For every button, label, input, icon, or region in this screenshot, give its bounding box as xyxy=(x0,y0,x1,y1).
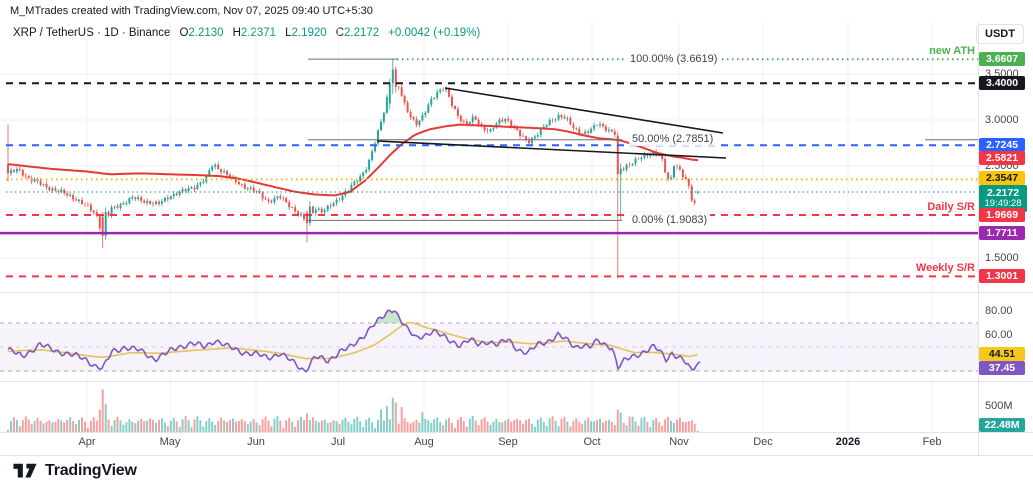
annotation-weekly-sr: Weekly S/R xyxy=(915,262,975,274)
annotation-new-ath: new ATH xyxy=(929,45,975,57)
rsi-ma-value-label: 44.51 xyxy=(979,347,1025,361)
rsi-overbought-fill xyxy=(376,310,400,323)
price-label-weekly-sr: 1.3001 xyxy=(979,269,1025,283)
time-axis-Sep[interactable]: Sep xyxy=(498,436,518,448)
rsi-value-label: 37.45 xyxy=(979,361,1025,375)
tradingview-logo-icon xyxy=(13,463,37,478)
price-label-new-ath: 3.6607 xyxy=(979,52,1025,66)
time-axis-Oct[interactable]: Oct xyxy=(583,436,601,448)
upper-trendline[interactable] xyxy=(444,87,724,134)
volume-bars-down xyxy=(7,389,696,432)
fib-label-50[interactable]: 50.00% (2.7851) xyxy=(629,133,717,146)
fib-label-0[interactable]: 0.00% (1.9083) xyxy=(629,214,711,227)
time-axis-2026[interactable]: 2026 xyxy=(835,436,861,448)
price-label-black-resistance: 3.4000 xyxy=(979,76,1025,90)
current-price-label: 2.2172 19:49:28 xyxy=(979,185,1027,213)
quote-currency-chip[interactable]: USDT xyxy=(976,24,1024,44)
tradingview-logo-text: TradingView xyxy=(45,462,137,479)
rsi-axis-tick-80.00: 80.00 xyxy=(985,305,1013,317)
ma-line[interactable] xyxy=(7,123,699,197)
ohlc-open: O2.2130 xyxy=(179,27,224,39)
current-price-value: 2.2172 xyxy=(986,187,1020,200)
ohlc-high: H2.2371 xyxy=(232,27,277,39)
time-axis-Jun[interactable]: Jun xyxy=(247,436,265,448)
time-axis-Nov[interactable]: Nov xyxy=(669,436,689,448)
rsi-axis-tick-60.00: 60.00 xyxy=(985,329,1013,341)
time-axis-Apr[interactable]: Apr xyxy=(78,436,96,448)
price-label-purple-support: 1.7711 xyxy=(979,226,1025,240)
rsi-band-background xyxy=(0,323,978,371)
candle-bodies-up xyxy=(10,69,699,236)
annotation-daily-sr: Daily S/R xyxy=(927,201,975,213)
ohlc-low: L2.1920 xyxy=(285,27,327,39)
price-label-yellow-level: 2.3547 xyxy=(979,171,1025,185)
price-axis-border xyxy=(978,22,979,455)
symbol-title[interactable]: XRP / TetherUS · 1D · Binance xyxy=(13,27,171,39)
price-label-blue-resistance: 2.7245 xyxy=(979,138,1025,152)
fib-label-100[interactable]: 100.00% (3.6619) xyxy=(627,53,721,66)
time-axis-Jul[interactable]: Jul xyxy=(330,436,346,448)
pane-separator-price-rsi[interactable] xyxy=(0,292,1033,293)
candle-wicks-down xyxy=(7,66,696,279)
volume-axis-tick: 500M xyxy=(985,400,1013,412)
candle-wicks-up xyxy=(10,59,699,240)
volume-bars-up xyxy=(10,397,699,432)
candle-bodies-down xyxy=(7,69,696,236)
attribution-text: M_MTrades created with TradingView.com, … xyxy=(10,5,373,17)
volume-value-label: 22.48M xyxy=(979,418,1025,432)
time-axis-Feb[interactable]: Feb xyxy=(922,436,942,448)
time-axis-Aug[interactable]: Aug xyxy=(414,436,434,448)
price-label-ma-value: 2.5821 xyxy=(979,151,1025,165)
pane-separator-rsi-volume[interactable] xyxy=(0,381,1033,382)
time-axis-Dec[interactable]: Dec xyxy=(753,436,773,448)
price-axis-tick-1.5000: 1.5000 xyxy=(985,252,1019,264)
change-value: +0.0042 (+0.19%) xyxy=(388,27,481,39)
price-label-daily-sr: 1.9669 xyxy=(979,208,1025,222)
tradingview-logo[interactable]: TradingView xyxy=(12,460,137,482)
time-axis-May[interactable]: May xyxy=(159,436,181,448)
bar-countdown: 19:49:28 xyxy=(984,198,1022,210)
time-axis-border xyxy=(0,432,1033,433)
ohlc-close: C2.2172 xyxy=(335,27,380,39)
symbol-legend[interactable]: XRP / TetherUS · 1D · Binance O2.2130 H2… xyxy=(13,27,480,39)
price-axis-tick-3.0000: 3.0000 xyxy=(985,114,1019,126)
footer-border xyxy=(0,455,1033,456)
